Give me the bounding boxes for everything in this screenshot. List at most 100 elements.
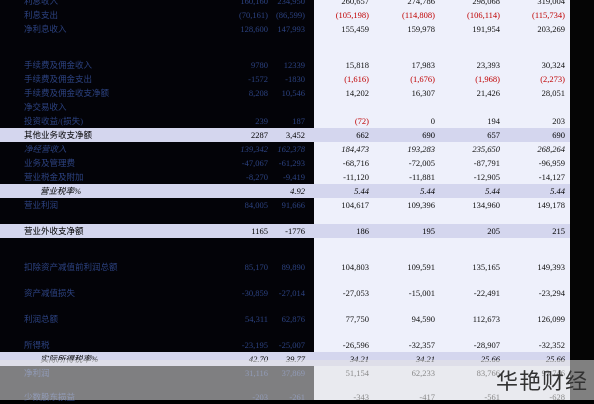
cell-value: 21,426 [476, 88, 500, 98]
cell-value: 9780 [251, 60, 268, 70]
cell-value: 149,393 [537, 262, 565, 272]
cell-value: 30,324 [541, 60, 565, 70]
table-row: 利润总额 54,311 62,876 77,750 94,590 112,673 126,0… [0, 312, 570, 326]
cell-value: -47,067 [241, 158, 268, 168]
row-label: 利息支出 [24, 10, 59, 20]
cell-value: 193,283 [407, 144, 435, 154]
cell-value: -14,127 [538, 172, 565, 182]
cell-value: 147,993 [277, 24, 305, 34]
cell-value: 149,178 [537, 200, 565, 210]
row-label: 营业外收支净额 [24, 226, 84, 236]
cell-value: 77,750 [345, 314, 369, 324]
cell-value [200, 100, 268, 114]
income-statement-table: 利息收入 160,160 234,950 260,657 274,786 298,068 3… [0, 0, 570, 402]
row-label: 其他业务收支净额 [24, 130, 93, 140]
cell-value: 203 [552, 116, 565, 126]
cell-value: 5.44 [485, 186, 500, 196]
cell-value: 62,876 [281, 314, 305, 324]
watermark: 华艳财经 [495, 370, 588, 395]
cell-value: 319,004 [537, 0, 565, 6]
cell-value: 3,452 [285, 130, 305, 140]
row-gap [0, 326, 570, 338]
cell-value [370, 100, 435, 114]
table-row: 所得税 -23,195 -25,007 -26,596 -32,357 -28,907 -3… [0, 338, 570, 352]
cell-value: 54,311 [244, 314, 268, 324]
table-row: 营业外收支净额 1165 -1776 186 195 205 215 [0, 224, 570, 238]
row-label: 所得税 [24, 340, 50, 350]
cell-value: (72) [354, 116, 369, 126]
cell-value: -23,294 [538, 288, 565, 298]
row-label: 利息收入 [24, 0, 59, 6]
cell-value: 17,983 [411, 60, 435, 70]
cell-value: 126,099 [537, 314, 565, 324]
cell-value: 235,650 [472, 144, 500, 154]
row-label: 扣除资产减值前利润总额 [24, 262, 118, 272]
cell-value: 662 [356, 130, 369, 140]
cell-value: -15,001 [408, 288, 435, 298]
cell-value: 112,673 [472, 314, 500, 324]
cell-value: -61,293 [278, 158, 305, 168]
table-row: 手续费及佣金收支净额 8,208 10,546 14,202 16,307 21,426 2… [0, 86, 570, 100]
cell-value: 8,208 [248, 88, 268, 98]
cell-value: 85,170 [244, 262, 268, 272]
cell-value: 4.92 [290, 186, 305, 196]
cell-value: -22,491 [473, 288, 500, 298]
forecast-columns-background [314, 0, 570, 400]
cell-value: 690 [552, 130, 565, 140]
cell-value: -32,352 [538, 340, 565, 350]
cell-value: 139,342 [240, 144, 268, 154]
cell-value: 239 [255, 116, 268, 126]
table-row: 利息支出 (70,161) (86,599) (105,198) (114,808) (1… [0, 8, 570, 22]
row-label: 投资收益/(损失) [24, 116, 84, 126]
cell-value: 5.44 [550, 186, 565, 196]
cell-value [500, 100, 565, 114]
cell-value: 5.44 [420, 186, 435, 196]
cell-value: (1,968) [475, 74, 500, 84]
table-row: 业务及管理费 -47,067 -61,293 -68,716 -72,005 -87,79… [0, 156, 570, 170]
cell-value: (1,676) [410, 74, 435, 84]
cell-value: 91,666 [281, 200, 305, 210]
cell-value: -68,716 [342, 158, 369, 168]
cell-value: 215 [552, 226, 565, 236]
cell-value: (115,734) [532, 10, 565, 20]
cell-value: 160,160 [240, 0, 268, 6]
cell-value: (106,114) [467, 10, 500, 20]
cell-value: 25.66 [480, 354, 500, 364]
cell-value: 89,890 [281, 262, 305, 272]
cell-value: -1830 [285, 74, 305, 84]
cell-value [200, 184, 268, 198]
cell-value: -11,120 [343, 172, 369, 182]
cell-value: 298,068 [472, 0, 500, 6]
cell-value: -27,014 [278, 288, 305, 298]
row-label: 净交易收入 [24, 102, 67, 112]
cell-value: (70,161) [238, 10, 268, 20]
cell-value: -12,905 [473, 172, 500, 182]
table-row: 手续费及佣金支出 -1572 -1830 (1,616) (1,676) (1,968) (… [0, 72, 570, 86]
cell-value: 194 [487, 116, 500, 126]
cell-value: 0 [430, 116, 435, 126]
cell-value: 109,591 [407, 262, 435, 272]
cell-value: -96,959 [538, 158, 565, 168]
table-row: 利息收入 160,160 234,950 260,657 274,786 298,068 3… [0, 0, 570, 8]
cell-value: 195 [422, 226, 435, 236]
cell-value: -27,053 [342, 288, 369, 298]
cell-value: 155,459 [341, 24, 369, 34]
table-row: 扣除资产减值前利润总额 85,170 89,890 104,803 109,591 135… [0, 260, 570, 274]
cell-value: 16,307 [411, 88, 435, 98]
row-gap [0, 212, 570, 224]
table-row: 净经营收入 139,342 162,378 184,473 193,283 235,650… [0, 142, 570, 156]
cell-value: 23,393 [476, 60, 500, 70]
cell-value: 28,051 [541, 88, 565, 98]
footer-overlay [0, 360, 594, 400]
cell-value: -8,270 [246, 172, 268, 182]
cell-value: 104,803 [341, 262, 369, 272]
cell-value: 104,617 [341, 200, 369, 210]
cell-value: -72,005 [408, 158, 435, 168]
row-gap [0, 300, 570, 312]
cell-value: 15,818 [345, 60, 369, 70]
row-label: 营业税率% [40, 186, 82, 196]
cell-value: 186 [356, 226, 369, 236]
cell-value: 39.77 [285, 354, 305, 364]
cell-value: 34.21 [349, 354, 369, 364]
table-row: 其他业务收支净额 2287 3,452 662 690 657 690 [0, 128, 570, 142]
